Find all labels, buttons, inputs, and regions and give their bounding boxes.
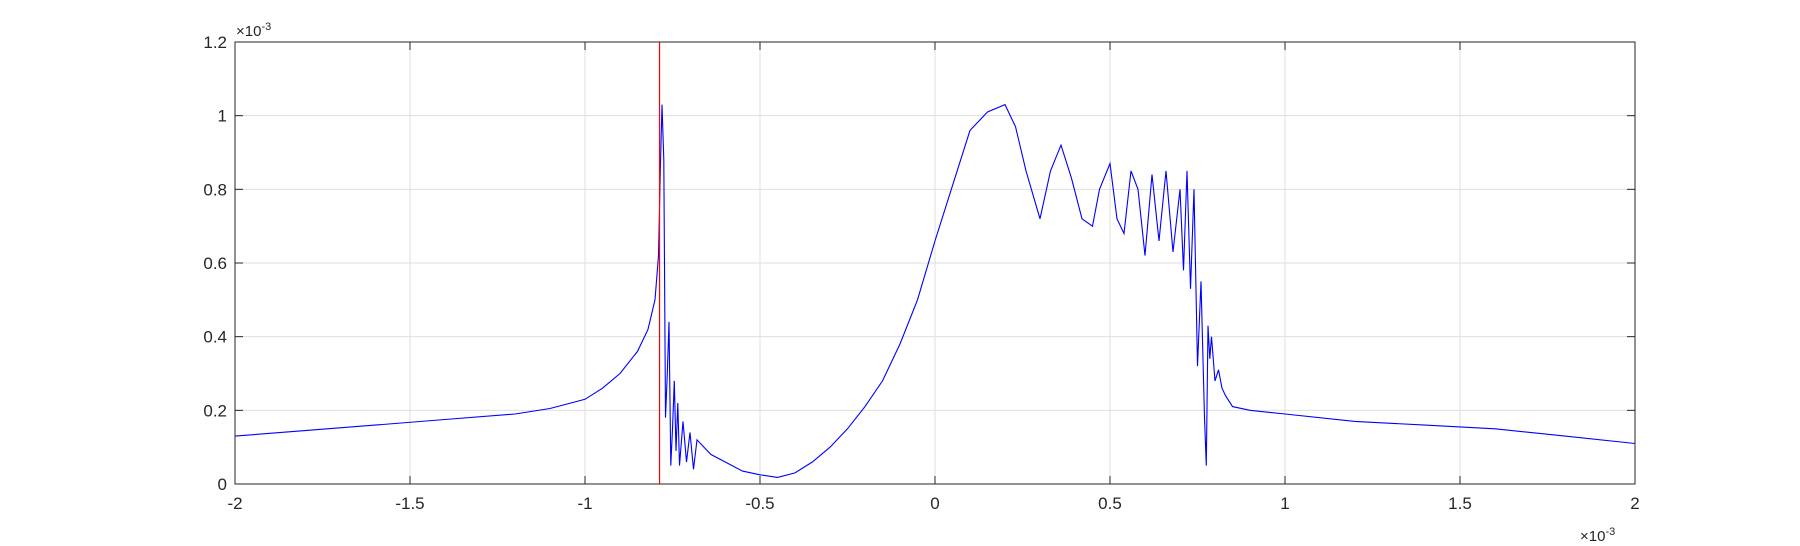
x-exponent-label: ×10-3: [1580, 526, 1615, 545]
x-tick-label: -1.5: [395, 494, 424, 513]
y-tick-label: 1: [218, 107, 227, 126]
y-exponent-label: ×10-3: [236, 21, 271, 40]
x-tick-label: -0.5: [745, 494, 774, 513]
x-tick-label: -2: [227, 494, 242, 513]
y-axis-tick-labels: 0 0.2 0.4 0.6 0.8 1 1.2: [203, 33, 227, 494]
x-tick-label: 0.5: [1098, 494, 1122, 513]
y-tick-label: 0.6: [203, 254, 227, 273]
axis-ticks: [234, 41, 1636, 485]
y-tick-label: 1.2: [203, 33, 227, 52]
y-tick-label: 0: [218, 475, 227, 494]
y-tick-label: 0.2: [203, 401, 227, 420]
x-tick-label: 1: [1280, 494, 1289, 513]
y-tick-label: 0.8: [203, 180, 227, 199]
x-tick-label: -1: [577, 494, 592, 513]
y-tick-label: 0.4: [203, 328, 227, 347]
x-tick-label: 2: [1630, 494, 1639, 513]
series-line: [235, 103, 1635, 478]
x-tick-label: 1.5: [1448, 494, 1472, 513]
x-tick-label: 0: [930, 494, 939, 513]
x-axis-tick-labels: -2 -1.5 -1 -0.5 0 0.5 1 1.5 2: [227, 494, 1639, 513]
